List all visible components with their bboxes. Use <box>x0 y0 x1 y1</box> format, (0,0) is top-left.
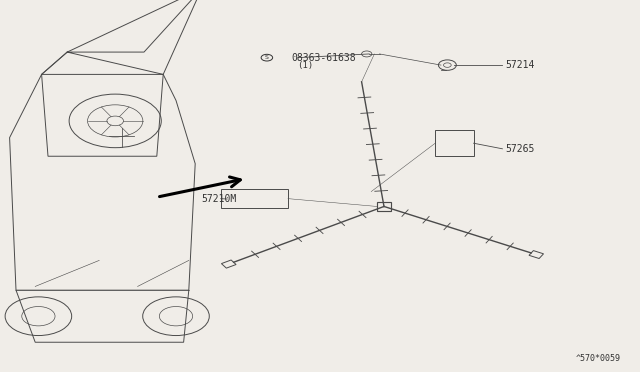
Text: 57214: 57214 <box>506 60 535 70</box>
Bar <box>435 130 474 156</box>
Text: 57265: 57265 <box>506 144 535 154</box>
Text: 57210M: 57210M <box>202 194 237 204</box>
Text: 08363-61638: 08363-61638 <box>291 53 356 62</box>
Text: ^570*0059: ^570*0059 <box>576 354 621 363</box>
Bar <box>221 189 288 208</box>
Text: (1): (1) <box>298 61 314 70</box>
Bar <box>377 202 391 211</box>
Text: S: S <box>265 55 269 60</box>
